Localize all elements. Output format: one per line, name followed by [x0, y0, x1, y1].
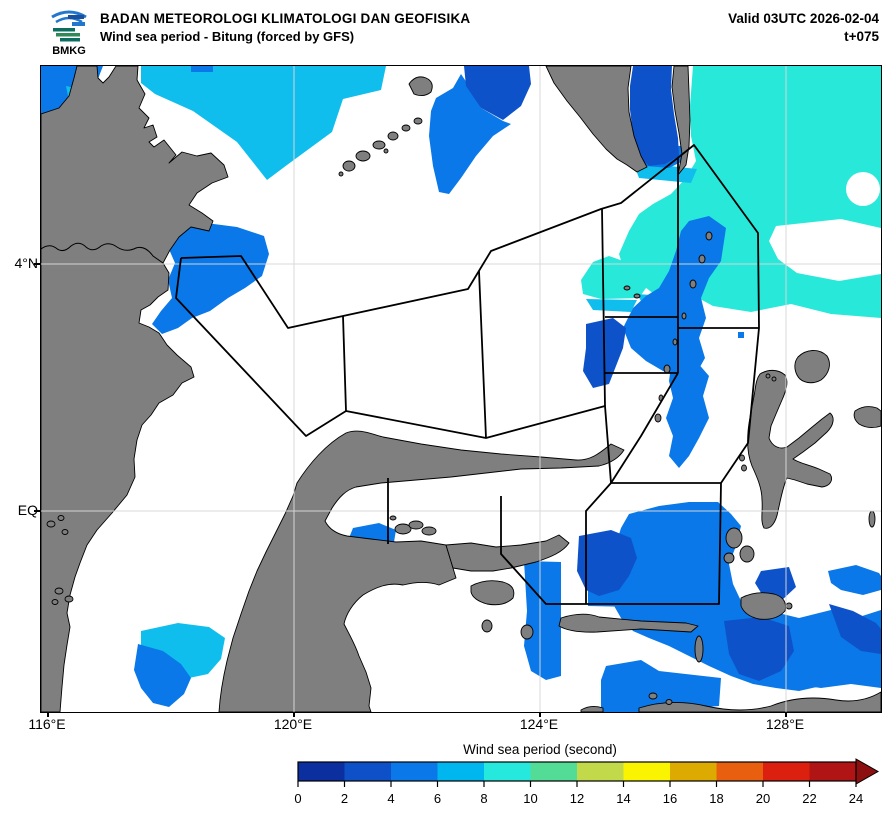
x-label-124e: 124°E: [519, 716, 559, 732]
x-tick-120e: [293, 712, 295, 717]
agency-title: BADAN METEOROLOGI KLIMATOLOGI DAN GEOFIS…: [100, 11, 471, 26]
morotai-island: [794, 350, 830, 384]
colorbar-segment: [391, 762, 438, 781]
colorbar-tick-label: 10: [523, 791, 537, 806]
malaysia-indonesia-border: [41, 242, 164, 264]
colorbar-overflow-arrow: [855, 758, 880, 785]
colorbar-segment: [484, 762, 531, 781]
sea-period-layer: [41, 66, 881, 712]
bmkg-logo: BMKG: [44, 5, 94, 57]
x-label-128e: 128°E: [765, 716, 805, 732]
colorbar-tick-label: 24: [849, 791, 863, 806]
colorbar-tick-label: 20: [756, 791, 770, 806]
colorbar-segment: [530, 762, 577, 781]
colorbar-segment: [437, 762, 484, 781]
colorbar-tick-label: 8: [480, 791, 487, 806]
davao-east-peninsula: [671, 66, 691, 176]
basilan-island: [408, 76, 433, 97]
land-layer: [41, 66, 881, 712]
patch-sulu-sea-6-8s: [141, 66, 386, 180]
colorbar-tick-label: 2: [341, 791, 348, 806]
patch-celebes-nw-4-6s: [152, 223, 269, 334]
colorbar-tick-label: 22: [802, 791, 816, 806]
bmkg-logo-text: BMKG: [52, 45, 86, 57]
x-tick-124e: [539, 712, 541, 717]
x-label-120e: 120°E: [273, 716, 313, 732]
x-tick-116e: [47, 712, 49, 717]
colorbar-tick-label: 12: [570, 791, 584, 806]
colorbar-tick-label: 16: [663, 791, 677, 806]
colorbar-segments: [297, 758, 880, 785]
product-title: Wind sea period - Bitung (forced by GFS): [100, 29, 355, 45]
sulu-archipelago: [342, 160, 356, 172]
obi-island: [740, 592, 786, 620]
sangihe-talaud-islands: [623, 231, 713, 423]
x-tick-128e: [785, 712, 787, 717]
patch-moro-gulf-2-4s: [464, 66, 531, 120]
mindanao-landmass: [545, 66, 648, 173]
y-tick-4n: [34, 263, 40, 265]
x-label-116e: 116°E: [28, 716, 66, 732]
borneo-landmass: [41, 66, 229, 712]
y-label-4n: 4°N: [14, 255, 39, 271]
valid-time: Valid 03UTC 2026-02-04: [728, 11, 879, 26]
seram-misool-coast: [638, 691, 881, 712]
forecast-step: t+075: [844, 29, 879, 45]
bacan-islands: [725, 527, 743, 549]
colorbar-tick-label: 14: [616, 791, 630, 806]
forecast-zone-boundaries: [175, 144, 760, 605]
colorbar-segment: [670, 762, 717, 781]
sulawesi-east-arm: [445, 534, 570, 572]
y-label-eq: EQ: [17, 502, 38, 518]
togian-islands: [394, 523, 412, 535]
colorbar: Wind sea period (second) 0 2 4 6 8 10 12 14 16 18…: [294, 742, 880, 806]
colorbar-title: Wind sea period (second): [463, 742, 617, 757]
waigeo-island: [853, 406, 881, 429]
colorbar-segment: [577, 762, 624, 781]
colorbar-tick-label: 4: [387, 791, 394, 806]
patch-davao-gulf-2-4s: [630, 66, 679, 166]
colorbar-segment: [623, 762, 670, 781]
map-canvas: [40, 65, 882, 713]
peleng-island: [470, 580, 515, 606]
colorbar-segment: [809, 762, 856, 781]
sula-islands: [558, 613, 699, 633]
colorbar-tick-label: 6: [434, 791, 441, 806]
colorbar-segment: [716, 762, 763, 781]
colorbar-ticks: 0 2 4 6 8 10 12 14 16 18 20 22 24: [294, 781, 863, 806]
y-tick-eq: [34, 510, 40, 512]
colorbar-segment: [344, 762, 391, 781]
patch-moro-gulf-4-6s: [429, 74, 511, 194]
sulawesi-landmass: [218, 430, 625, 712]
colorbar-segment: [763, 762, 810, 781]
halmahera-island: [747, 369, 834, 529]
colorbar-tick-label: 0: [294, 791, 301, 806]
colorbar-tick-label: 18: [709, 791, 723, 806]
colorbar-segment: [298, 762, 345, 781]
